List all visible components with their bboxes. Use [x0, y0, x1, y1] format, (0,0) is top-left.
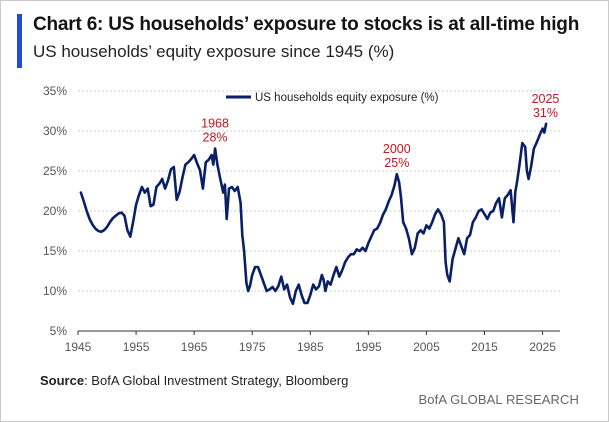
annotation-year: 2025: [532, 92, 560, 106]
chart-title: Chart 6: US households’ exposure to stoc…: [33, 14, 580, 35]
annotation-value: 25%: [384, 156, 409, 170]
chart-subtitle: US households’ equity exposure since 194…: [33, 42, 395, 61]
y-tick-label: 20%: [43, 204, 67, 218]
x-tick-label: 1945: [65, 340, 92, 354]
x-tick-label: 2005: [413, 340, 440, 354]
legend-label: US households equity exposure (%): [255, 92, 439, 104]
annotation-value: 28%: [203, 131, 228, 145]
brand-footer: BofA GLOBAL RESEARCH: [418, 392, 579, 407]
x-tick-label: 1965: [181, 340, 208, 354]
title-accent-bar: [17, 14, 22, 68]
y-tick-label: 35%: [43, 84, 67, 98]
y-tick-labels: 5% 10% 15% 20% 25% 30% 35%: [43, 84, 67, 338]
y-tick-label: 25%: [43, 164, 67, 178]
annotation-value: 31%: [533, 106, 558, 120]
annotation-year: 2000: [383, 142, 411, 156]
source-label: Source: [40, 373, 85, 388]
y-grid: [78, 90, 560, 292]
y-tick-label: 5%: [50, 324, 68, 338]
x-tick-label: 1975: [239, 340, 266, 354]
x-tick-label: 1995: [355, 340, 382, 354]
x-tick-label: 1985: [297, 340, 324, 354]
x-tick-labels: 1945 1955 1965 1975 1985 1995 2005 2015 2025: [65, 340, 557, 354]
x-tick-label: 1955: [123, 340, 150, 354]
y-tick-label: 30%: [43, 124, 67, 138]
annotation-year: 1968: [201, 117, 229, 131]
source-text: : BofA Global Investment Strategy, Bloom…: [84, 373, 349, 388]
x-tick-label: 2015: [471, 340, 498, 354]
y-tick-label: 10%: [43, 284, 67, 298]
x-tick-label: 2025: [529, 340, 556, 354]
y-tick-label: 15%: [43, 244, 67, 258]
x-axis: [77, 330, 560, 335]
legend: US households equity exposure (%): [226, 92, 439, 104]
series-line-equity-exposure: [79, 122, 548, 306]
source-note: Source: BofA Global Investment Strategy,…: [40, 373, 348, 388]
